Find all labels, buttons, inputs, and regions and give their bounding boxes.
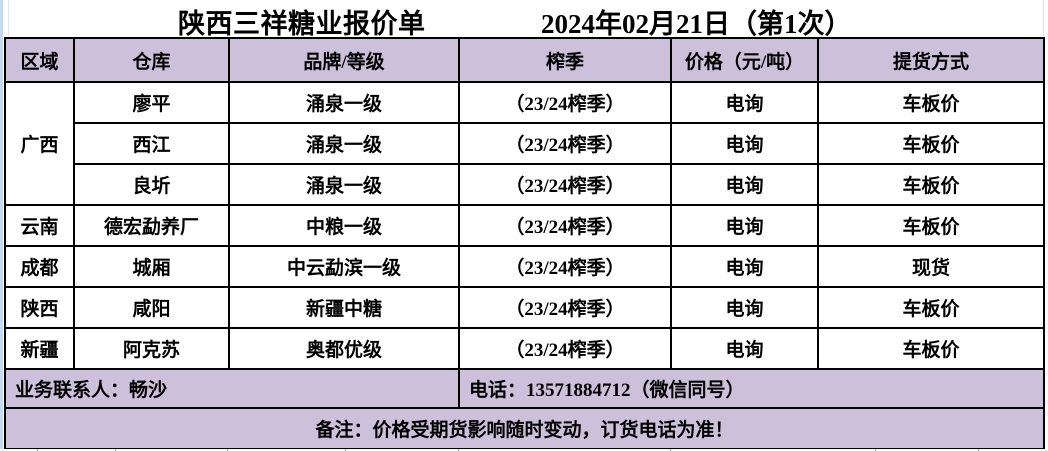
delivery-cell[interactable]: 车板价 bbox=[817, 122, 1045, 165]
remark-cell[interactable]: 备注：价格受期货影响随时变动，订货电话为准！ bbox=[4, 407, 1045, 450]
warehouse-cell[interactable]: 德宏勐养厂 bbox=[73, 204, 230, 247]
contact-row: 业务联系人：畅沙 电话：13571884712（微信同号） bbox=[4, 368, 1045, 409]
price-cell[interactable]: 电询 bbox=[670, 163, 819, 206]
season-cell[interactable]: （23/24榨季） bbox=[458, 163, 672, 206]
price-cell[interactable]: 电询 bbox=[670, 245, 819, 288]
page-title: 陕西三祥糖业报价单 bbox=[178, 9, 426, 39]
table-body: 广西 廖平 涌泉一级 （23/24榨季） 电询 车板价 西江 涌泉一级 （23/24榨季） 电询车… bbox=[4, 81, 1045, 370]
header-price[interactable]: 价格（元/吨） bbox=[670, 37, 819, 83]
table-row: 陕西 咸阳 新疆中糖 （23/24榨季） 电询 车板价 bbox=[4, 286, 1045, 329]
brand-grade-cell[interactable]: 中云勐滨一级 bbox=[228, 245, 460, 288]
season-cell[interactable]: （23/24榨季） bbox=[458, 81, 672, 124]
warehouse-cell[interactable]: 咸阳 bbox=[73, 286, 230, 329]
region-cell[interactable]: 新疆 bbox=[4, 327, 75, 370]
brand-grade-cell[interactable]: 中粮一级 bbox=[228, 204, 460, 247]
brand-grade-cell[interactable]: 涌泉一级 bbox=[228, 122, 460, 165]
region-cell[interactable]: 成都 bbox=[4, 245, 75, 288]
page-title-date: 2024年02月21日（第1次） bbox=[541, 9, 852, 39]
warehouse-cell[interactable]: 廖平 bbox=[73, 81, 230, 124]
table-row: 新疆 阿克苏 奥都优级 （23/24榨季） 电询 车板价 bbox=[4, 327, 1045, 370]
warehouse-cell[interactable]: 良圻 bbox=[73, 163, 230, 206]
delivery-cell[interactable]: 车板价 bbox=[817, 327, 1045, 370]
header-region[interactable]: 区域 bbox=[4, 37, 75, 83]
season-cell[interactable]: （23/24榨季） bbox=[458, 327, 672, 370]
price-cell[interactable]: 电询 bbox=[670, 122, 819, 165]
spreadsheet-left-edge-strip bbox=[0, 0, 3, 451]
header-row: 区域 仓库 品牌/等级 榨季 价格（元/吨） 提货方式 bbox=[4, 37, 1045, 83]
table-row: 西江 涌泉一级 （23/24榨季） 电询 车板价 bbox=[5, 122, 1045, 165]
price-quote-table: 区域 仓库 品牌/等级 榨季 价格（元/吨） 提货方式 广西 廖平 涌泉一级 （23/… bbox=[4, 37, 1045, 450]
title-bar: 陕西三祥糖业报价单 2024年02月21日（第1次） bbox=[4, 0, 1044, 39]
table-row: 良圻 涌泉一级 （23/24榨季） 电询 车板价 bbox=[5, 163, 1045, 206]
season-cell[interactable]: （23/24榨季） bbox=[458, 122, 672, 165]
delivery-cell[interactable]: 现货 bbox=[817, 245, 1045, 288]
price-cell[interactable]: 电询 bbox=[670, 286, 819, 329]
region-cell[interactable]: 陕西 bbox=[4, 286, 75, 329]
season-cell[interactable]: （23/24榨季） bbox=[458, 245, 672, 288]
price-cell[interactable]: 电询 bbox=[670, 327, 819, 370]
delivery-cell[interactable]: 车板价 bbox=[817, 204, 1045, 247]
delivery-cell[interactable]: 车板价 bbox=[817, 286, 1045, 329]
brand-grade-cell[interactable]: 涌泉一级 bbox=[228, 81, 460, 124]
spreadsheet-gridline-strip bbox=[0, 449, 1048, 451]
header-brand-grade[interactable]: 品牌/等级 bbox=[228, 37, 460, 83]
remark-row: 备注：价格受期货影响随时变动，订货电话为准！ bbox=[4, 407, 1045, 450]
faint-gridline-left bbox=[8, 0, 9, 36]
table-row: 成都 城厢 中云勐滨一级 （23/24榨季） 电询 现货 bbox=[4, 245, 1045, 288]
brand-grade-cell[interactable]: 新疆中糖 bbox=[228, 286, 460, 329]
faint-gridline-right bbox=[1043, 0, 1044, 36]
phone-cell[interactable]: 电话：13571884712（微信同号） bbox=[458, 368, 1045, 409]
warehouse-cell[interactable]: 西江 bbox=[73, 122, 230, 165]
brand-grade-cell[interactable]: 奥都优级 bbox=[228, 327, 460, 370]
region-cell[interactable]: 广西 bbox=[4, 81, 75, 206]
header-delivery[interactable]: 提货方式 bbox=[817, 37, 1045, 83]
brand-grade-cell[interactable]: 涌泉一级 bbox=[228, 163, 460, 206]
header-warehouse[interactable]: 仓库 bbox=[73, 37, 230, 83]
table-row: 广西 廖平 涌泉一级 （23/24榨季） 电询 车板价 bbox=[4, 81, 1045, 206]
header-season[interactable]: 榨季 bbox=[458, 37, 672, 83]
season-cell[interactable]: （23/24榨季） bbox=[458, 286, 672, 329]
season-cell[interactable]: （23/24榨季） bbox=[458, 204, 672, 247]
warehouse-cell[interactable]: 阿克苏 bbox=[73, 327, 230, 370]
delivery-cell[interactable]: 车板价 bbox=[817, 81, 1045, 124]
table-row: 云南 德宏勐养厂 中粮一级 （23/24榨季） 电询 车板价 bbox=[4, 204, 1045, 247]
delivery-cell[interactable]: 车板价 bbox=[817, 163, 1045, 206]
price-cell[interactable]: 电询 bbox=[670, 204, 819, 247]
region-cell[interactable]: 云南 bbox=[4, 204, 75, 247]
contact-cell[interactable]: 业务联系人：畅沙 bbox=[4, 368, 460, 409]
price-cell[interactable]: 电询 bbox=[670, 81, 819, 124]
warehouse-cell[interactable]: 城厢 bbox=[73, 245, 230, 288]
